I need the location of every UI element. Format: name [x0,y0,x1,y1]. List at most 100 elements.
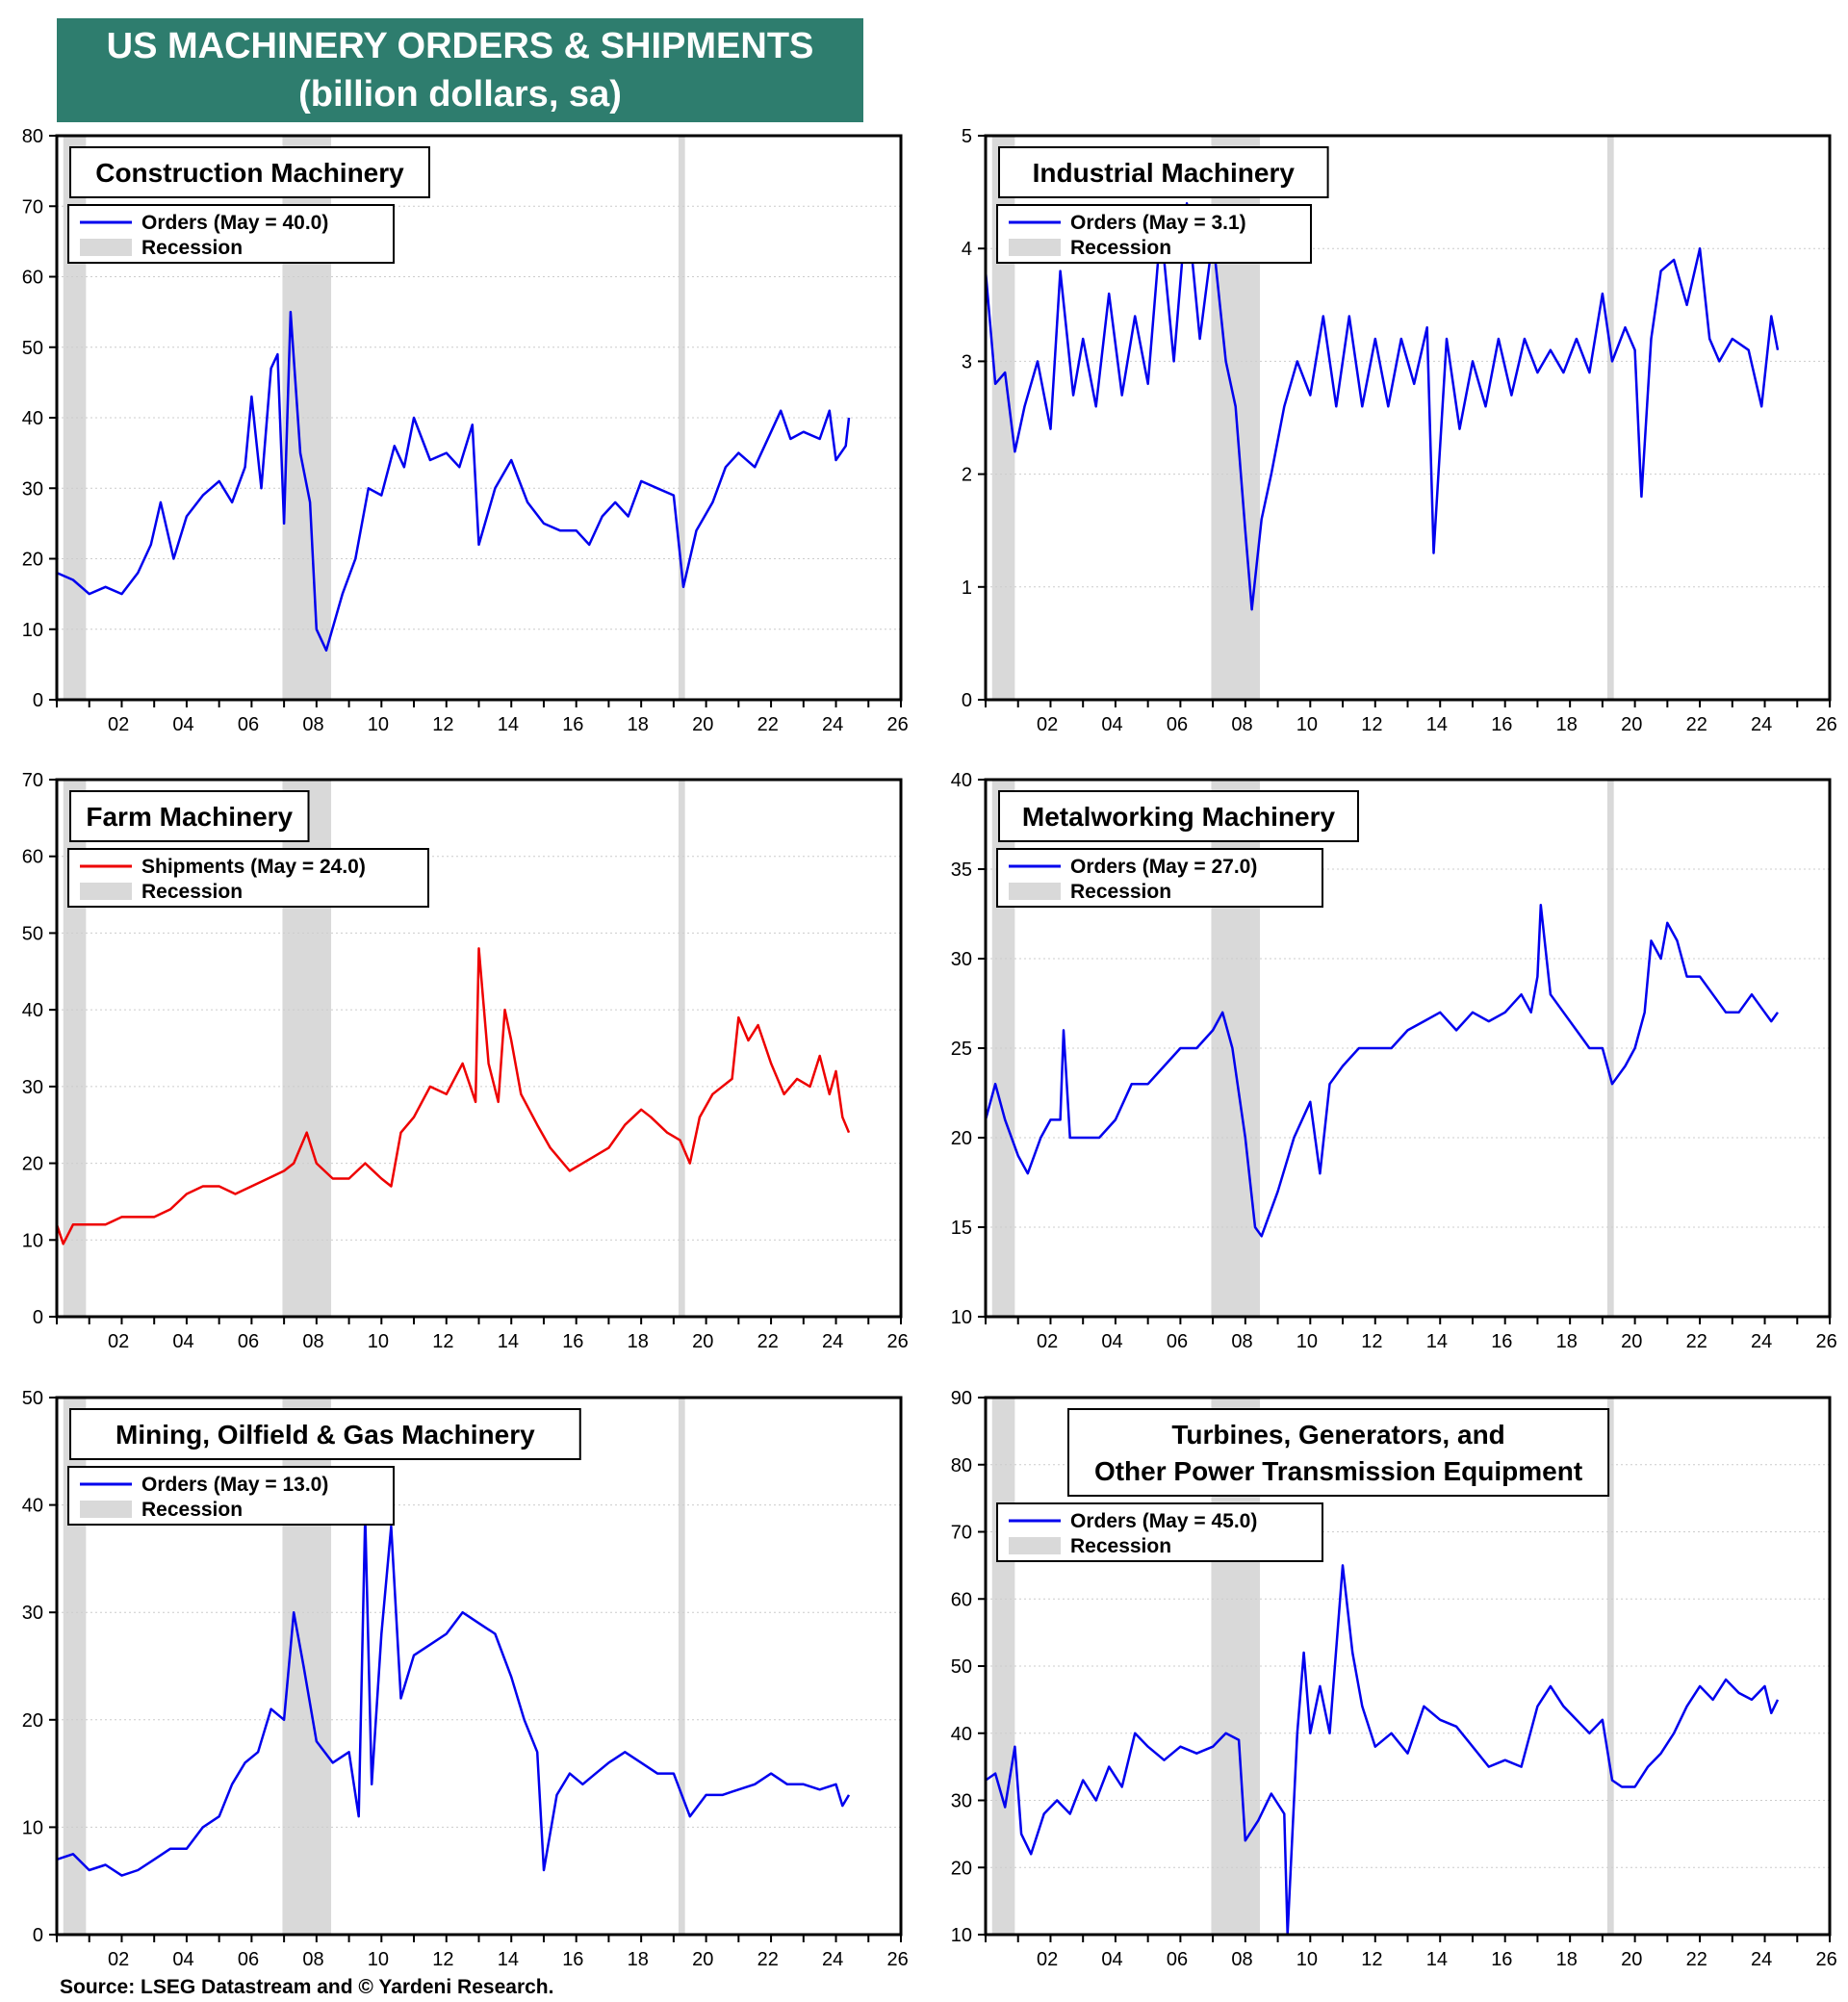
chart-title-box [998,790,1359,842]
recession-band [63,136,87,700]
source-note: Source: LSEG Datastream and © Yardeni Re… [60,1976,554,1998]
y-tick-label: 50 [22,923,43,944]
chart-title-box [998,146,1329,198]
y-tick-label: 40 [22,408,43,429]
x-tick-label: 06 [1167,1949,1188,1970]
chart-panel-5: 0 10 20 30 40 50 02 04 06 08 10 12 14 16 18 20 22 24 26 Min… [22,1388,909,1970]
x-tick-label: 08 [1231,1949,1252,1970]
chart-title: Construction Machinery [95,158,404,188]
recession-band [678,1398,685,1935]
x-tick-label: 12 [1361,1331,1382,1352]
y-tick-label: 20 [22,1710,43,1732]
x-tick-label: 02 [108,714,129,735]
x-tick-label: 10 [368,714,389,735]
x-tick-label: 06 [238,714,259,735]
x-tick-label: 14 [1426,1949,1448,1970]
y-tick-label: 80 [951,1455,972,1476]
legend-recession-swatch [1009,1537,1061,1554]
y-tick-label: 20 [22,1154,43,1175]
y-tick-label: 40 [951,770,972,791]
plot-frame [984,134,1832,702]
y-tick-label: 30 [951,1791,972,1812]
y-tick-label: 90 [951,1388,972,1409]
y-tick-label: 80 [22,126,43,147]
recession-band [1606,136,1614,700]
x-tick-label: 24 [1751,714,1772,735]
x-tick-label: 04 [172,1949,193,1970]
x-tick-label: 22 [1686,714,1707,735]
x-tick-label: 24 [822,714,843,735]
x-tick-label: 06 [1167,714,1188,735]
y-tick-label: 10 [22,1230,43,1251]
y-tick-label: 15 [951,1218,972,1239]
plot-frame [55,134,903,702]
x-tick-label: 20 [692,1331,713,1352]
x-tick-label: 06 [238,1949,259,1970]
x-tick-label: 22 [757,1949,779,1970]
x-tick-label: 04 [172,1331,193,1352]
legend-recession-label: Recession [1070,1535,1171,1557]
x-tick-label: 04 [1101,714,1122,735]
y-tick-label: 50 [22,1388,43,1409]
y-tick-label: 30 [22,1077,43,1098]
x-tick-label: 24 [822,1949,843,1970]
x-tick-label: 12 [432,1949,453,1970]
x-tick-label: 20 [1621,1331,1642,1352]
y-tick-label: 10 [951,1925,972,1946]
x-tick-label: 24 [1751,1331,1772,1352]
x-tick-label: 18 [1556,1331,1578,1352]
recession-band [1606,780,1614,1317]
x-tick-label: 02 [108,1949,129,1970]
chart-panel-4: 10 15 20 25 30 35 40 02 04 06 08 10 12 14 16 18 20 22 24 26… [951,770,1837,1352]
y-tick-label: 20 [22,550,43,571]
x-tick-label: 18 [1556,1949,1578,1970]
x-tick-label: 14 [1426,1331,1448,1352]
y-tick-label: 2 [962,465,972,486]
y-tick-label: 10 [951,1307,972,1328]
x-tick-label: 06 [1167,1331,1188,1352]
legend-recession-label: Recession [141,881,243,903]
x-tick-label: 02 [1037,1331,1058,1352]
y-tick-label: 10 [22,620,43,641]
legend-recession-label: Recession [141,237,243,259]
y-tick-label: 70 [22,770,43,791]
chart-panel-3: 0 10 20 30 40 50 60 70 02 04 06 08 10 12 14 16 18 20 22 24 2… [22,770,909,1352]
x-tick-label: 14 [498,1331,519,1352]
chart-title: Metalworking Machinery [1022,802,1336,832]
y-tick-label: 30 [22,478,43,500]
chart-title-box [1067,1408,1610,1497]
x-tick-label: 16 [562,1949,583,1970]
x-tick-label: 10 [1296,714,1318,735]
legend-recession-swatch [1009,239,1061,256]
series-line [984,903,1780,1238]
x-tick-label: 14 [1426,714,1448,735]
chart-title-box [69,1408,581,1460]
title-line-1: US MACHINERY ORDERS & SHIPMENTS [106,26,814,66]
legend-series-label: Orders (May = 45.0) [1070,1510,1257,1532]
y-tick-label: 50 [951,1656,972,1678]
plot-frame [984,778,1832,1319]
series-line [56,310,851,652]
series-line [56,1514,851,1877]
x-tick-label: 26 [1816,1331,1837,1352]
recession-band [63,1398,87,1935]
y-tick-label: 10 [22,1817,43,1838]
x-tick-label: 10 [368,1949,389,1970]
x-tick-label: 22 [757,714,779,735]
x-tick-label: 10 [1296,1331,1318,1352]
y-tick-label: 1 [962,578,972,599]
x-tick-label: 14 [498,714,519,735]
y-tick-label: 50 [22,338,43,359]
recession-band [991,780,1015,1317]
recession-band [1606,1398,1614,1935]
x-tick-label: 16 [1491,714,1512,735]
series-line [985,1564,1780,1937]
x-tick-label: 02 [1037,1949,1058,1970]
x-tick-label: 12 [1361,714,1382,735]
x-tick-label: 22 [1686,1331,1707,1352]
y-tick-label: 0 [962,690,972,711]
x-tick-label: 12 [1361,1949,1382,1970]
x-tick-label: 02 [108,1331,129,1352]
